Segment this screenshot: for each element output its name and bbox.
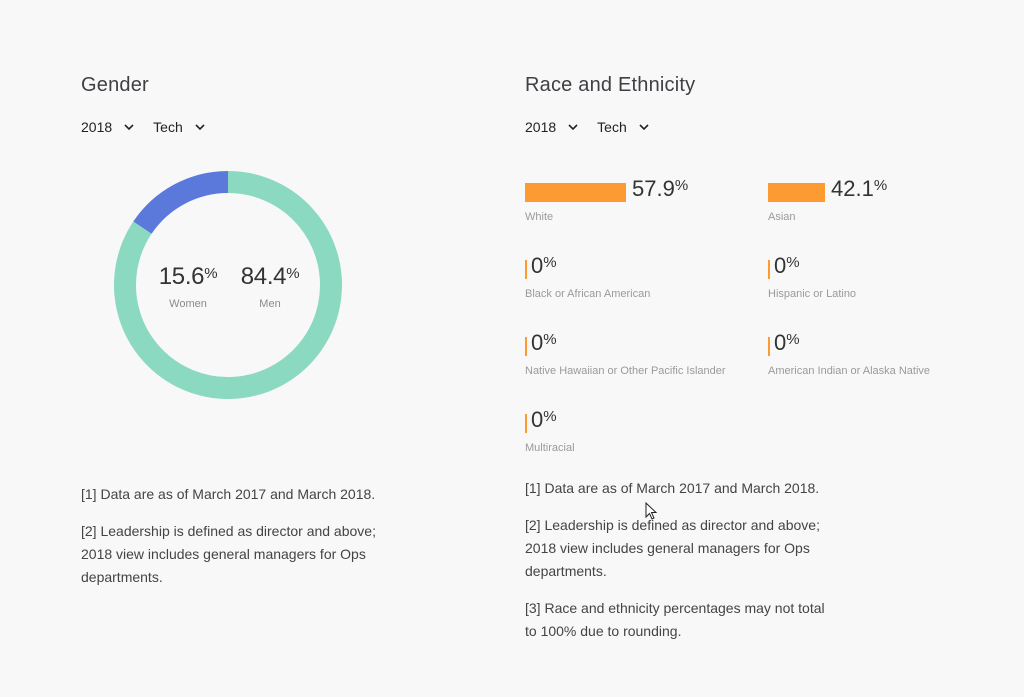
race-item: 0% Native Hawaiian or Other Pacific Islan… [525, 330, 726, 377]
race-label: American Indian or Alaska Native [768, 365, 931, 377]
race-percentage: 0% [531, 253, 557, 278]
gender-group-dropdown[interactable]: Tech [153, 119, 206, 135]
race-row: 0% [525, 330, 726, 360]
race-bar [525, 260, 527, 279]
race-label: Multiracial [525, 442, 575, 454]
race-percentage: 0% [774, 330, 800, 355]
chevron-down-icon [194, 121, 206, 133]
gender-filters: 2018 Tech [81, 119, 224, 135]
race-bar [768, 337, 770, 356]
gender-group-value: Tech [153, 119, 183, 135]
chevron-down-icon [123, 121, 135, 133]
gender-footnotes: [1] Data are as of March 2017 and March … [81, 483, 391, 603]
race-percentage: 0% [774, 253, 800, 278]
race-bar [525, 183, 626, 202]
women-label: Women [169, 298, 207, 310]
men-stat: 84.4% Men [235, 263, 305, 310]
gender-year-dropdown[interactable]: 2018 [81, 119, 135, 135]
race-item: 0% American Indian or Alaska Native [768, 330, 931, 377]
donut-segment-women [133, 171, 229, 235]
men-label: Men [259, 298, 281, 310]
chevron-down-icon [567, 121, 579, 133]
race-item: 0% Black or African American [525, 253, 651, 300]
race-bar [525, 414, 527, 433]
gender-donut-chart [114, 171, 342, 399]
race-year-value: 2018 [525, 119, 557, 135]
race-percentage: 0% [531, 330, 557, 355]
men-percentage: 84.4% [240, 263, 300, 290]
race-label: Hispanic or Latino [768, 288, 857, 300]
race-group-value: Tech [597, 119, 627, 135]
race-filters: 2018 Tech [525, 119, 668, 135]
race-footnotes: [1] Data are as of March 2017 and March … [525, 477, 835, 657]
race-row: 57.9% [525, 176, 689, 206]
race-bar [768, 183, 825, 202]
footnote: [2] Leadership is defined as director an… [525, 517, 820, 579]
donut-segment-men [114, 171, 342, 399]
footnote: [3] Race and ethnicity percentages may n… [525, 600, 825, 639]
gender-year-value: 2018 [81, 119, 113, 135]
race-item: 57.9% White [525, 176, 689, 223]
footnote: [2] Leadership is defined as director an… [81, 523, 376, 585]
race-row: 0% [525, 407, 575, 437]
race-row: 0% [768, 330, 930, 360]
race-group-dropdown[interactable]: Tech [597, 119, 650, 135]
women-percentage: 15.6% [158, 263, 218, 290]
race-percentage: 42.1% [831, 176, 888, 201]
race-percentage: 0% [531, 407, 557, 432]
race-label: Black or African American [525, 288, 651, 300]
women-stat: 15.6% Women [155, 263, 221, 310]
chevron-down-icon [638, 121, 650, 133]
race-item: 0% Multiracial [525, 407, 575, 454]
race-row: 0% [525, 253, 650, 283]
race-item: 0% Hispanic or Latino [768, 253, 857, 300]
race-row: 42.1% [768, 176, 888, 206]
race-year-dropdown[interactable]: 2018 [525, 119, 579, 135]
race-label: White [525, 211, 554, 223]
race-label: Asian [768, 211, 796, 223]
race-item: 42.1% Asian [768, 176, 888, 223]
race-title: Race and Ethnicity [525, 74, 696, 96]
gender-title: Gender [81, 74, 149, 96]
race-percentage: 57.9% [632, 176, 689, 201]
race-label: Native Hawaiian or Other Pacific Islande… [525, 365, 726, 377]
footnote: [1] Data are as of March 2017 and March … [81, 486, 376, 502]
race-bar [525, 337, 527, 356]
footnote: [1] Data are as of March 2017 and March … [525, 480, 820, 496]
race-bar [768, 260, 770, 279]
race-row: 0% [768, 253, 856, 283]
